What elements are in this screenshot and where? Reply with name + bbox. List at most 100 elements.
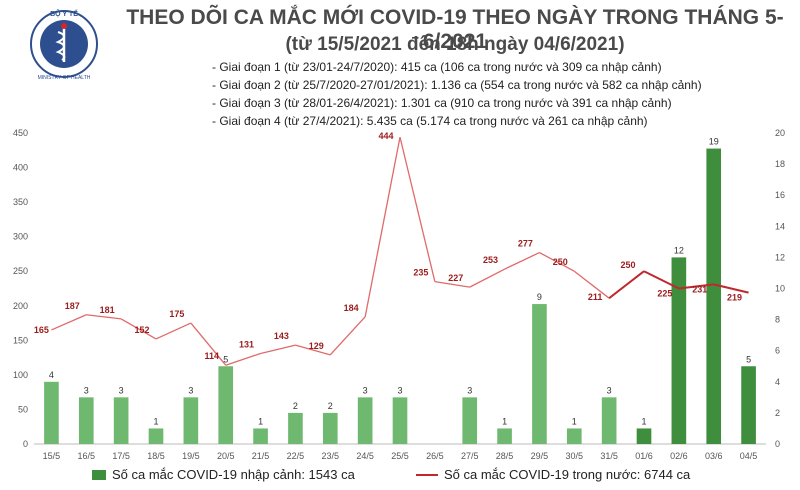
line-data-label: 235 xyxy=(413,268,428,278)
x-tick-label: 26/5 xyxy=(426,451,444,461)
x-tick-label: 15/5 xyxy=(43,451,61,461)
y-right-tick-label: 12 xyxy=(775,252,785,262)
line-data-label: 131 xyxy=(239,339,254,349)
y-right-tick-label: 4 xyxy=(775,377,780,387)
domestic-line-segment xyxy=(643,270,680,290)
domestic-line-segment xyxy=(260,344,296,355)
bar-data-label: 3 xyxy=(188,385,193,395)
bar-data-label: 1 xyxy=(258,416,263,426)
line-data-label: 250 xyxy=(620,260,635,270)
line-data-label: 277 xyxy=(518,239,533,249)
x-tick-label: 25/5 xyxy=(391,451,409,461)
phase-note-3: Giai đoạn 3 (từ 28/01-26/4/2021): 1.301 … xyxy=(212,94,702,112)
bar-data-label: 3 xyxy=(607,385,612,395)
domestic-line-segment xyxy=(329,316,366,356)
bar-data-label: 5 xyxy=(223,354,228,364)
bars-group xyxy=(44,148,756,445)
domestic-line-segment xyxy=(608,270,645,299)
ministry-logo: BỘ Y TẾ MINISTRY OF HEALTH xyxy=(30,8,98,81)
y-left-tick-label: 400 xyxy=(13,163,28,173)
line-data-label: 187 xyxy=(65,301,80,311)
bar-data-label: 3 xyxy=(467,385,472,395)
logo-text-top: BỘ Y TẾ xyxy=(50,8,78,18)
bar-imported xyxy=(253,428,268,444)
legend-label-imported: Số ca mắc COVID-19 nhập cảnh: 1543 ca xyxy=(112,467,355,482)
line-group xyxy=(51,136,749,366)
y-right-tick-label: 18 xyxy=(775,159,785,169)
bar-data-label: 3 xyxy=(119,385,124,395)
x-tick-label: 27/5 xyxy=(461,451,479,461)
y-left-tick-label: 300 xyxy=(13,232,28,242)
bar-imported xyxy=(44,381,59,444)
x-tick-label: 31/5 xyxy=(600,451,618,461)
bar-imported xyxy=(706,148,722,445)
bar-imported xyxy=(671,257,687,444)
x-tick-label: 28/5 xyxy=(496,451,514,461)
legend-item-domestic: Số ca mắc COVID-19 trong nước: 6744 ca xyxy=(416,467,690,482)
bar-data-label: 2 xyxy=(328,401,333,411)
domestic-line-segment xyxy=(155,322,192,340)
bar-imported xyxy=(183,397,199,444)
domestic-line-segment xyxy=(678,283,714,290)
domestic-line-segment xyxy=(434,280,470,288)
legend: Số ca mắc COVID-19 nhập cảnh: 1543 ca Số… xyxy=(0,465,800,487)
y-left-tick-label: 0 xyxy=(23,439,28,449)
bar-data-label: 1 xyxy=(502,416,507,426)
bar-data-label: 1 xyxy=(641,416,646,426)
line-data-label: 184 xyxy=(344,303,359,313)
y-right-tick-label: 8 xyxy=(775,315,780,325)
bar-imported xyxy=(78,397,94,444)
x-tick-label: 23/5 xyxy=(322,451,340,461)
bar-data-label: 9 xyxy=(537,292,542,302)
domestic-line-segment xyxy=(120,318,157,340)
bar-imported xyxy=(636,428,652,444)
x-tick-label: 17/5 xyxy=(112,451,130,461)
bar-data-label: 1 xyxy=(153,416,158,426)
bar-data-label: 4 xyxy=(49,370,54,380)
y-right-tick-label: 16 xyxy=(775,190,785,200)
y-left-tick-label: 350 xyxy=(13,197,28,207)
phase-note-4: Giai đoạn 4 (từ 27/4/2021): 5.435 ca (5.… xyxy=(212,112,702,130)
line-data-label: 219 xyxy=(727,293,742,303)
bar-data-label: 1 xyxy=(572,416,577,426)
bar-imported xyxy=(497,428,512,444)
domestic-line-segment xyxy=(51,314,87,331)
bar-imported xyxy=(148,428,164,444)
x-tick-label: 18/5 xyxy=(147,451,165,461)
domestic-line-segment xyxy=(539,251,575,272)
y-right-tick-label: 14 xyxy=(775,221,785,231)
domestic-line-segment xyxy=(364,137,401,317)
bar-imported xyxy=(357,397,373,444)
y-right-tick-label: 20 xyxy=(775,128,785,138)
line-data-label: 165 xyxy=(34,325,49,335)
cases-chart: 0501001502002503003504004500246810121416… xyxy=(13,128,785,461)
line-data-label: 114 xyxy=(204,351,219,361)
y-left-tick-label: 450 xyxy=(13,128,28,138)
x-tick-label: 21/5 xyxy=(252,451,270,461)
x-tick-label: 20/5 xyxy=(217,451,235,461)
logo-text-bottom: MINISTRY OF HEALTH xyxy=(38,75,91,81)
x-tick-label: 24/5 xyxy=(356,451,374,461)
y-left-tick-label: 50 xyxy=(18,404,28,414)
domestic-line-segment xyxy=(399,136,436,282)
bar-imported xyxy=(218,366,234,444)
x-tick-label: 04/5 xyxy=(740,451,758,461)
domestic-line-segment xyxy=(190,322,227,366)
y-left-tick-label: 100 xyxy=(13,370,28,380)
bar-data-label: 3 xyxy=(84,385,89,395)
y-left-tick-label: 200 xyxy=(13,301,28,311)
phase-note-2: Giai đoạn 2 (từ 25/7/2020-27/01/2021): 1… xyxy=(212,76,701,94)
domestic-line-segment xyxy=(504,251,540,270)
bar-data-label: 3 xyxy=(397,385,402,395)
domestic-line-segment xyxy=(86,314,122,320)
y-right-tick-label: 2 xyxy=(775,408,780,418)
domestic-line-segment xyxy=(573,270,610,299)
y-right-tick-label: 0 xyxy=(775,439,780,449)
legend-item-imported: Số ca mắc COVID-19 nhập cảnh: 1543 ca xyxy=(92,467,355,482)
legend-swatch-bar xyxy=(92,469,106,480)
bar-data-label: 5 xyxy=(746,354,751,364)
bar-imported xyxy=(532,304,547,444)
legend-swatch-line xyxy=(416,473,438,476)
line-data-label: 181 xyxy=(100,305,115,315)
